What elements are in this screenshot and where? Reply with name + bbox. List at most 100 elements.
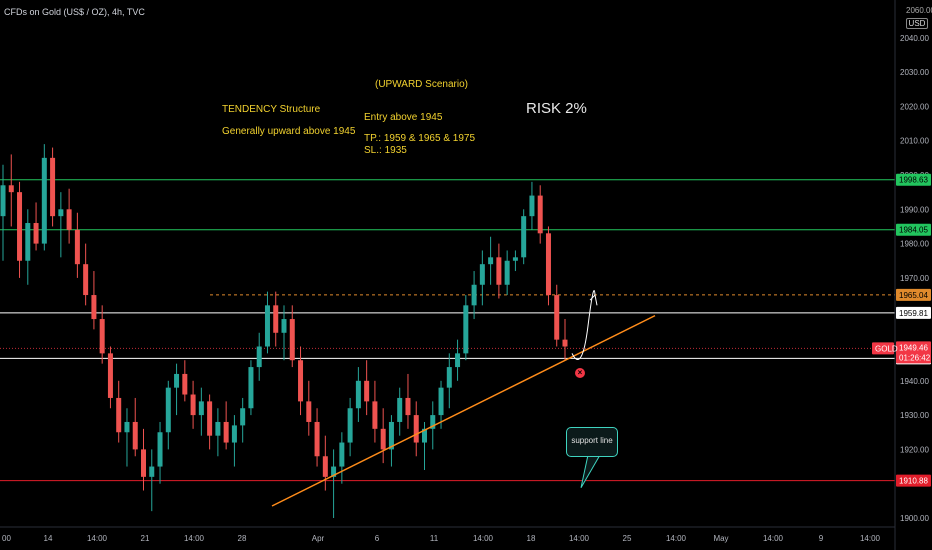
candle-body — [264, 305, 270, 347]
y-tick-label: 1920.00 — [900, 445, 929, 454]
current-price-label: 1949.46 — [899, 343, 928, 352]
candle-body — [240, 408, 246, 426]
y-tick-label: 1980.00 — [900, 240, 929, 249]
candle-body — [347, 408, 353, 443]
currency-label: USD — [906, 18, 928, 29]
candle-body — [298, 360, 304, 402]
candle-body — [496, 257, 502, 285]
candle-body — [471, 284, 477, 306]
candle-body — [306, 401, 312, 422]
level-badge — [896, 474, 931, 487]
candle-body — [562, 339, 568, 347]
level-badge-label: 1910.88 — [899, 477, 928, 486]
candle-body — [380, 428, 386, 450]
y-tick-label: 1990.00 — [900, 205, 929, 214]
candle-body — [289, 319, 295, 361]
candle-body — [463, 305, 469, 354]
support-trendline[interactable] — [271, 314, 656, 507]
x-tick-label: 18 — [527, 534, 536, 543]
tendency-note: TENDENCY Structure — [222, 104, 321, 115]
candle-body — [256, 346, 262, 368]
candle-body — [231, 425, 237, 443]
candle-body — [0, 185, 6, 217]
candle-body — [207, 401, 213, 436]
candle-body — [25, 223, 31, 261]
candle-body — [58, 209, 64, 217]
stop-note: SL.: 1935 — [364, 145, 407, 156]
y-tick-label: 2020.00 — [900, 102, 929, 111]
y-tick-label: 2010.00 — [900, 137, 929, 146]
x-tick-label: 14:00 — [473, 534, 494, 543]
level-badge — [896, 173, 931, 186]
candle-body — [99, 319, 105, 354]
candle-body — [33, 223, 39, 244]
level-badge — [896, 306, 931, 319]
risk-note: RISK 2% — [526, 100, 587, 117]
candle-body — [107, 353, 113, 398]
candle-body — [314, 421, 320, 457]
candle-body — [190, 394, 196, 416]
candle-body — [554, 295, 560, 340]
countdown-label: 01:26:42 — [899, 353, 931, 362]
x-tick-label: 11 — [430, 534, 439, 543]
candle-body — [512, 257, 518, 261]
y-tick-label: 1970.00 — [900, 274, 929, 283]
candle-body — [17, 192, 23, 261]
candle-body — [537, 195, 543, 234]
scenario-note: (UPWARD Scenario) — [375, 79, 468, 90]
x-tick-label: Apr — [312, 534, 325, 543]
candle-body — [116, 397, 122, 433]
candle-body — [124, 421, 130, 433]
candle-body — [248, 367, 254, 409]
candle-body — [322, 456, 328, 477]
level-badge-label: 1965.04 — [899, 291, 928, 300]
candle-body — [413, 415, 419, 443]
candle-body — [331, 466, 337, 477]
candle-body — [281, 319, 287, 333]
candle-body — [91, 295, 97, 320]
x-tick-label: 28 — [238, 534, 247, 543]
x-tick-label: May — [713, 534, 728, 543]
candle-body — [182, 373, 188, 395]
candle-body — [388, 421, 394, 450]
level-badge-label: 1998.63 — [899, 176, 928, 185]
x-tick-label: 14:00 — [87, 534, 108, 543]
level-badge-label: 1959.81 — [899, 309, 928, 318]
y-tick-label: 2030.00 — [900, 68, 929, 77]
candle-body — [74, 229, 80, 265]
symbol-tag-bg — [872, 342, 894, 355]
close-marker-icon[interactable]: × — [575, 368, 585, 378]
currency-selector[interactable]: 2060.00 USD — [906, 0, 932, 29]
candle-body — [339, 442, 345, 467]
x-tick-label: 6 — [375, 534, 380, 543]
price-axis-bg — [895, 0, 932, 550]
candle-body — [165, 387, 171, 433]
x-tick-label: 14:00 — [666, 534, 687, 543]
candle-body — [545, 233, 551, 296]
candle-body — [479, 264, 485, 285]
x-tick-label: 25 — [623, 534, 632, 543]
candle-body — [529, 195, 535, 217]
symbol-tag: GOLD — [875, 344, 898, 353]
candle-body — [446, 367, 452, 388]
x-tick-label: 14:00 — [860, 534, 881, 543]
x-tick-label: 14:00 — [763, 534, 784, 543]
candle-body — [273, 305, 279, 333]
candle-body — [50, 157, 56, 217]
level-badge-label: 1984.05 — [899, 226, 928, 235]
candle-body — [215, 421, 221, 436]
candle-body — [66, 209, 72, 230]
candle-body — [488, 257, 494, 265]
x-tick-label: 14:00 — [569, 534, 590, 543]
candle-body — [41, 157, 47, 244]
candle-body — [504, 260, 510, 285]
x-tick-label: 14 — [44, 534, 53, 543]
candle-body — [405, 397, 411, 416]
y-tick-label: 1900.00 — [900, 514, 929, 523]
support-line-callout[interactable]: support line — [566, 427, 618, 457]
top-tick-fragment: 2060.00 — [906, 6, 932, 15]
candle-body — [430, 415, 436, 429]
x-tick-label: 14:00 — [184, 534, 205, 543]
y-tick-label: 1940.00 — [900, 377, 929, 386]
